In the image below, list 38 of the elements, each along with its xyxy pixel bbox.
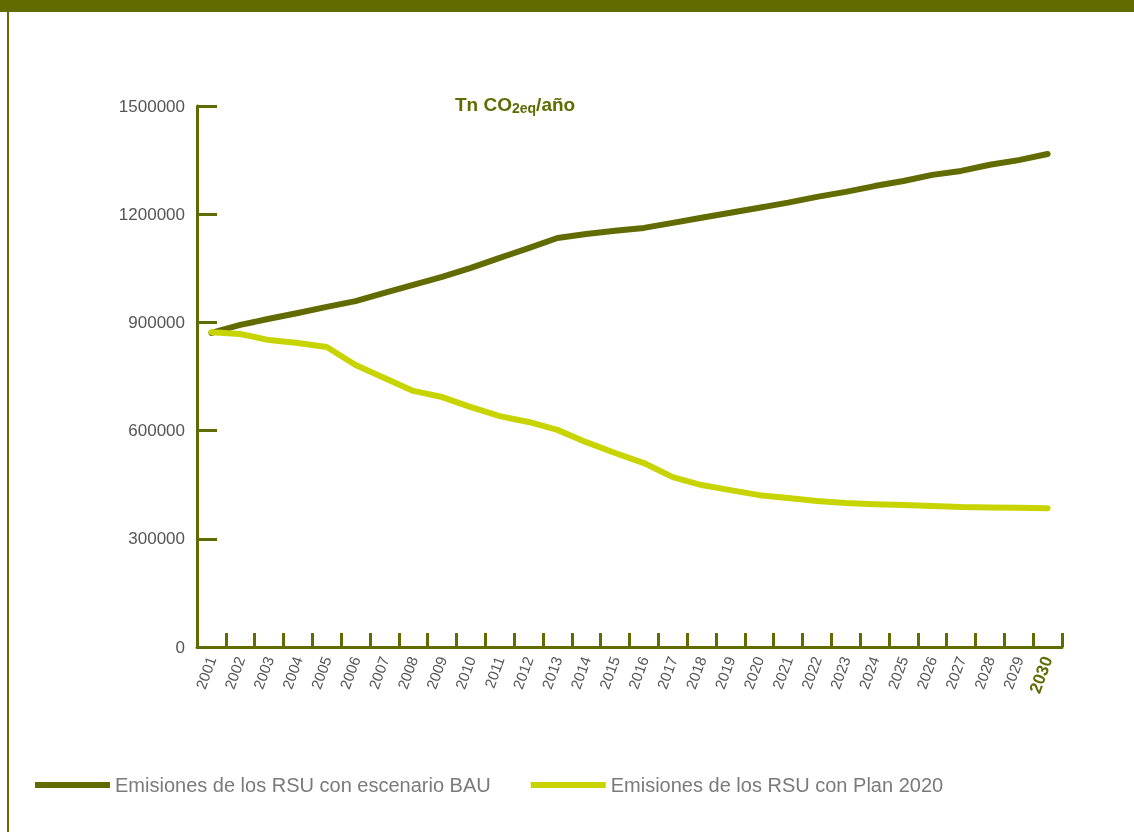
x-tick-label: 2025 [884, 654, 912, 692]
x-tick-label: 2018 [682, 654, 710, 692]
x-tick-label: 2007 [365, 654, 393, 692]
x-tick-label: 2011 [480, 654, 508, 691]
x-tick-label: 2002 [220, 654, 249, 692]
y-tick-label: 900000 [128, 312, 185, 332]
y-tick-label: 300000 [128, 529, 185, 549]
x-tick-label: 2024 [855, 654, 883, 692]
x-tick-label: 2006 [336, 654, 364, 692]
y-tick-label: 1500000 [118, 96, 185, 116]
y-tick-label: 600000 [128, 421, 185, 441]
x-tick-label: 2026 [912, 654, 941, 692]
legend-label: Emisiones de los RSU con Plan 2020 [610, 774, 944, 796]
x-tick-label: 2013 [538, 654, 566, 692]
x-tick-label: 2008 [393, 654, 422, 692]
x-tick-label: 2012 [509, 654, 537, 692]
legend-label: Emisiones de los RSU con escenario BAU [115, 774, 491, 796]
x-tick-label: 2001 [192, 654, 220, 692]
x-tick-label: 2009 [422, 654, 451, 692]
x-tick-label: 2029 [999, 654, 1027, 692]
x-tick-label: 2030 [1025, 653, 1057, 696]
y-tick-label: 0 [175, 637, 185, 657]
x-tick-label: 2016 [624, 654, 652, 692]
x-tick-label: 2022 [797, 654, 825, 692]
x-tick-label: 2021 [768, 654, 797, 692]
x-tick-label: 2028 [970, 654, 998, 692]
x-tick-label: 2027 [941, 654, 970, 692]
x-tick-label: 2014 [566, 654, 595, 692]
x-tick-label: 2010 [451, 654, 479, 692]
x-tick-label: 2017 [653, 654, 681, 692]
x-tick-label: 2015 [595, 654, 624, 692]
x-tick-label: 2004 [278, 654, 306, 692]
x-tick-label: 2023 [826, 654, 854, 692]
x-tick-label: 2019 [711, 654, 739, 692]
x-tick-label: 2005 [307, 654, 335, 692]
y-tick-label: 1200000 [118, 204, 185, 224]
x-tick-label: 2020 [739, 654, 768, 692]
x-tick-label: 2003 [249, 654, 278, 692]
